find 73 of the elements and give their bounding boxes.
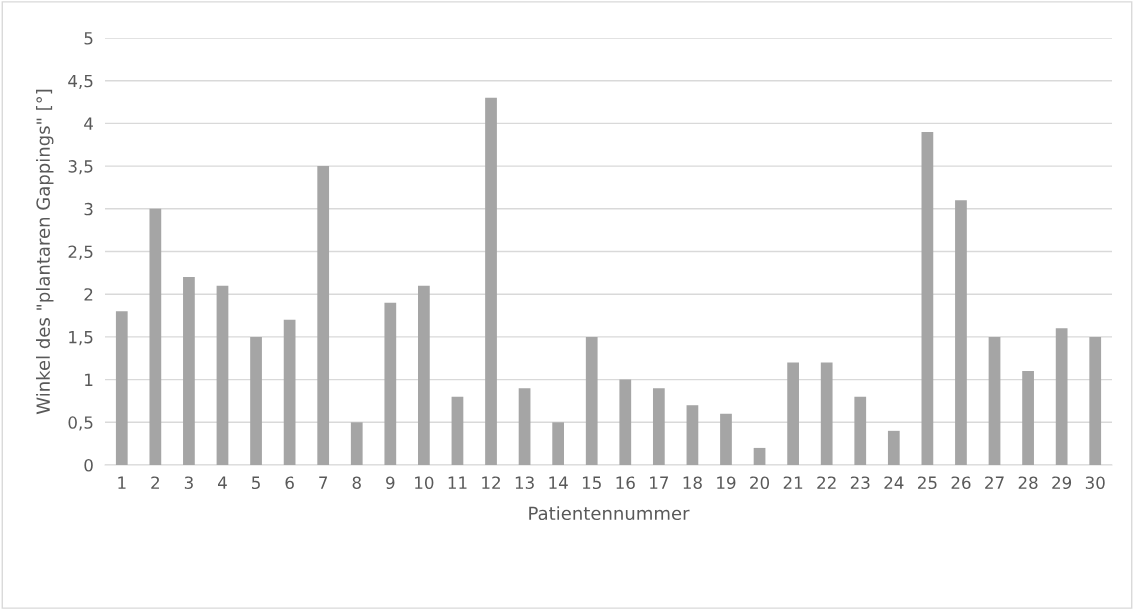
bar — [820, 362, 833, 465]
x-tick-label: 13 — [515, 476, 534, 490]
bar — [115, 311, 128, 465]
bar — [485, 97, 497, 465]
x-tick-label: 5 — [252, 476, 260, 490]
bar — [451, 396, 464, 465]
y-tick-label: 4,5 — [68, 74, 93, 89]
bar — [585, 336, 598, 465]
x-tick-label: 2 — [151, 476, 159, 489]
bar — [216, 285, 229, 465]
x-tick-label: 4 — [218, 476, 227, 489]
bar — [384, 302, 397, 465]
bar — [317, 166, 330, 465]
bar — [921, 131, 934, 465]
bar — [988, 336, 1001, 465]
bar — [1055, 328, 1068, 465]
y-tick-label: 2 — [84, 288, 93, 301]
x-tick-label: 28 — [1018, 476, 1038, 490]
x-tick-label: 14 — [549, 476, 568, 489]
x-tick-label: 15 — [582, 476, 601, 490]
x-tick-label: 23 — [850, 476, 870, 490]
x-tick-label: 16 — [616, 476, 635, 490]
bar — [787, 362, 799, 465]
x-axis-title: Patientennummer — [529, 506, 690, 521]
bar — [753, 447, 766, 465]
y-tick-label: 4 — [84, 117, 93, 130]
y-axis-title: Winkel des "plantaren Gappings" [°] — [36, 89, 54, 415]
x-tick-label: 21 — [783, 476, 803, 489]
x-tick-label: 12 — [482, 476, 500, 489]
bar — [250, 336, 262, 465]
x-tick-label: 3 — [184, 476, 193, 490]
x-tick-label: 29 — [1052, 476, 1072, 490]
x-tick-label: 17 — [650, 476, 669, 489]
x-tick-label: 7 — [319, 476, 328, 489]
x-tick-label: 24 — [884, 476, 904, 489]
x-tick-label: 8 — [352, 476, 361, 490]
x-tick-label: 20 — [750, 476, 770, 490]
bar — [955, 200, 967, 465]
y-tick-label: 3,5 — [68, 160, 93, 175]
bar — [350, 422, 363, 465]
y-tick-label: 2,5 — [68, 245, 93, 260]
bar — [720, 413, 732, 465]
bar — [887, 430, 900, 465]
x-tick-label: 26 — [951, 476, 971, 490]
bar — [518, 388, 531, 465]
y-tick-label: 1 — [85, 373, 93, 386]
x-tick-label: 27 — [985, 476, 1004, 489]
bar — [183, 277, 195, 465]
x-tick-label: 30 — [1085, 476, 1105, 490]
x-tick-label: 11 — [448, 476, 467, 489]
x-tick-label: 22 — [817, 476, 836, 489]
x-tick-label: 9 — [386, 476, 395, 490]
bar — [652, 388, 665, 465]
x-tick-label: 6 — [285, 476, 294, 490]
bar — [854, 396, 867, 465]
bar — [149, 208, 162, 465]
x-tick-label: 1 — [118, 476, 126, 489]
y-tick-label: 1,5 — [69, 331, 93, 346]
bar — [1089, 336, 1102, 465]
y-tick-label: 3 — [84, 202, 93, 216]
bar — [552, 422, 565, 465]
bar — [1022, 371, 1034, 465]
bar — [619, 379, 632, 465]
x-tick-label: 25 — [918, 476, 937, 490]
bar — [686, 405, 699, 465]
y-tick-label: 5 — [84, 32, 93, 45]
x-tick-label: 18 — [683, 476, 702, 490]
y-tick-label: 0,5 — [68, 416, 93, 431]
bar — [283, 319, 296, 465]
x-tick-label: 19 — [717, 476, 736, 490]
x-tick-label: 10 — [415, 476, 434, 490]
bar — [418, 285, 430, 465]
y-tick-label: 0 — [84, 458, 93, 472]
